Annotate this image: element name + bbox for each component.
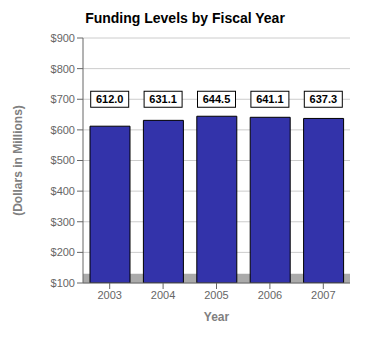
- svg-text:$300: $300: [51, 216, 75, 228]
- svg-text:2005: 2005: [204, 289, 228, 301]
- svg-text:$200: $200: [51, 246, 75, 258]
- svg-text:631.1: 631.1: [149, 93, 177, 105]
- svg-text:641.1: 641.1: [256, 93, 284, 105]
- svg-text:$800: $800: [51, 63, 75, 75]
- svg-text:(Dollars in Millions): (Dollars in Millions): [11, 105, 25, 216]
- html-text:Funding Levels by Fiscal Year: Funding Levels by Fiscal Year: [85, 10, 285, 26]
- svg-text:$100: $100: [51, 277, 75, 289]
- svg-text:$700: $700: [51, 93, 75, 105]
- svg-text:612.0: 612.0: [96, 93, 124, 105]
- svg-text:$600: $600: [51, 124, 75, 136]
- svg-text:Year: Year: [204, 310, 230, 324]
- svg-text:2003: 2003: [97, 289, 121, 301]
- svg-text:2006: 2006: [258, 289, 282, 301]
- svg-text:2007: 2007: [311, 289, 335, 301]
- svg-text:$500: $500: [51, 154, 75, 166]
- svg-text:$900: $900: [51, 32, 75, 44]
- svg-text:$400: $400: [51, 185, 75, 197]
- svg-text:644.5: 644.5: [203, 93, 231, 105]
- svg-text:2004: 2004: [151, 289, 175, 301]
- svg-text:637.3: 637.3: [310, 93, 338, 105]
